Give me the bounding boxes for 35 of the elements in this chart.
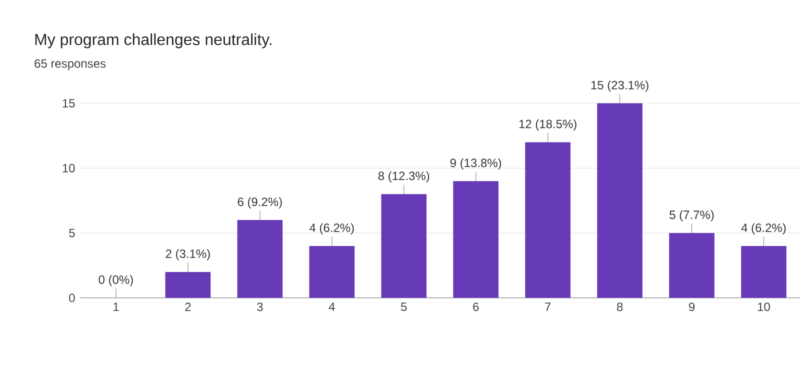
bar (309, 246, 355, 298)
bar (237, 220, 283, 298)
x-tick-label: 5 (401, 302, 407, 312)
data-label: 2 (3.1%) (166, 249, 210, 260)
x-tick-label: 3 (257, 302, 263, 312)
data-label: 8 (12.3%) (378, 171, 430, 183)
data-label: 15 (23.1%) (591, 80, 648, 92)
x-tick-label: 6 (473, 302, 479, 312)
bar (669, 233, 714, 298)
x-tick-label: 1 (114, 302, 119, 311)
data-label: 4 (6.2%) (741, 223, 786, 234)
x-tick-label: 2 (185, 302, 191, 312)
data-label: 12 (18.5%) (519, 120, 576, 131)
y-tick-label: 0 (69, 294, 75, 302)
bar (525, 142, 570, 298)
x-tick-label: 4 (328, 302, 335, 311)
data-label: 5 (7.7%) (670, 210, 714, 222)
data-label: 6 (9.2%) (238, 197, 282, 209)
bar (597, 103, 642, 298)
data-label: 0 (0%) (98, 275, 133, 286)
data-label: 9 (13.8%) (450, 158, 502, 170)
y-tick-label: 15 (62, 99, 75, 108)
bar (165, 272, 211, 298)
chart-title: My program challenges neutrality. (35, 33, 272, 48)
x-tick-label: 9 (688, 302, 695, 312)
chart-subtitle: 65 responses (34, 59, 106, 70)
y-tick-label: 10 (62, 164, 75, 172)
x-tick-label: 8 (616, 302, 623, 312)
x-tick-label: 7 (545, 302, 551, 311)
x-tick-label: 10 (758, 302, 770, 312)
bar (453, 181, 499, 298)
bar (381, 194, 427, 298)
y-tick-label: 5 (69, 228, 75, 238)
bar (741, 246, 786, 298)
data-label: 4 (6.2%) (310, 223, 354, 234)
